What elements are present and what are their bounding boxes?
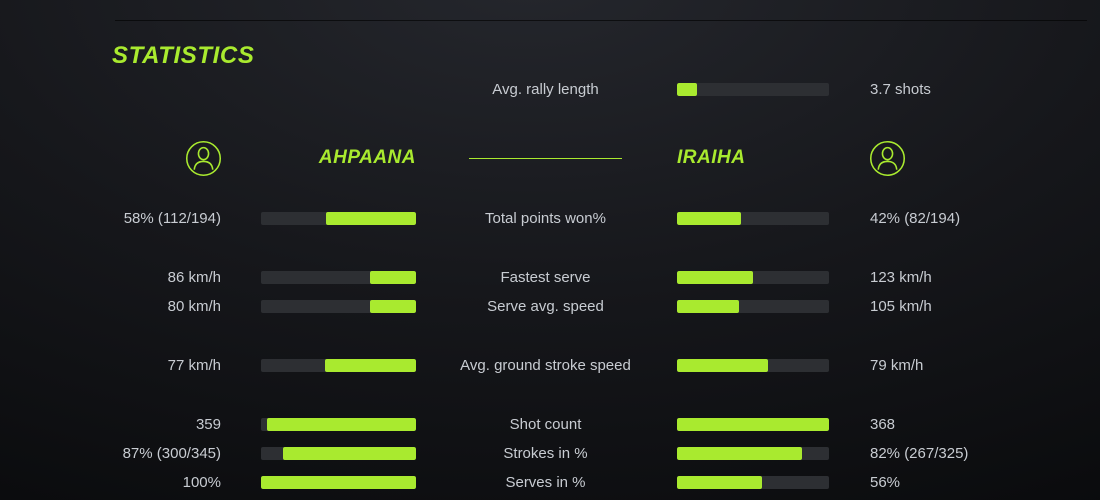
stat-left-bar-fill bbox=[267, 418, 416, 431]
stat-right-value: 42% (82/194) bbox=[870, 210, 961, 227]
stat-label: Avg. ground stroke speed bbox=[460, 357, 631, 374]
stat-left-value: 77 km/h bbox=[167, 357, 221, 374]
stat-label: Shot count bbox=[509, 416, 582, 433]
player-left-name: AHPAANA bbox=[318, 147, 416, 168]
stat-right-value: 123 km/h bbox=[870, 269, 932, 286]
stat-row: 359 Shot count 368 bbox=[0, 410, 1100, 439]
avg-rally-row: Avg. rally length 3.7 shots bbox=[0, 75, 1100, 104]
stat-right-bar bbox=[677, 212, 829, 225]
top-divider bbox=[115, 20, 1087, 21]
stat-right-value: 56% bbox=[870, 474, 901, 491]
stat-left-value: 359 bbox=[195, 416, 221, 433]
stat-left-bar bbox=[261, 418, 416, 431]
stat-label: Total points won% bbox=[485, 210, 606, 227]
stat-left-bar bbox=[261, 300, 416, 313]
stat-right-value: 105 km/h bbox=[870, 298, 932, 315]
stat-left-value: 87% (300/345) bbox=[122, 445, 221, 462]
stat-left-bar-fill bbox=[326, 212, 416, 225]
stat-label: Strokes in % bbox=[503, 445, 588, 462]
stat-label: Serve avg. speed bbox=[487, 298, 604, 315]
stat-left-bar bbox=[261, 447, 416, 460]
person-icon bbox=[869, 140, 906, 177]
stat-right-bar-fill bbox=[677, 418, 829, 431]
names-divider bbox=[469, 157, 622, 159]
page-title: STATISTICS bbox=[112, 42, 255, 69]
stat-right-bar-fill bbox=[677, 271, 753, 284]
stat-left-bar-fill bbox=[261, 476, 416, 489]
stat-right-bar bbox=[677, 271, 829, 284]
stat-row: 58% (112/194) Total points won% 42% (82/… bbox=[0, 204, 1100, 233]
stat-label: Serves in % bbox=[505, 474, 586, 491]
stat-right-bar-fill bbox=[677, 300, 740, 313]
stat-left-bar bbox=[261, 359, 416, 372]
stat-left-bar bbox=[261, 476, 416, 489]
stat-right-bar-fill bbox=[677, 447, 802, 460]
stat-left-bar-fill bbox=[369, 300, 416, 313]
stat-right-value: 368 bbox=[870, 416, 896, 433]
stat-right-bar bbox=[677, 418, 829, 431]
stat-row: 80 km/h Serve avg. speed 105 km/h bbox=[0, 292, 1100, 321]
stat-right-bar bbox=[677, 476, 829, 489]
stat-right-bar-fill bbox=[677, 212, 741, 225]
avg-rally-value: 3.7 shots bbox=[870, 81, 931, 98]
stat-right-bar-fill bbox=[677, 476, 763, 489]
stat-left-value: 100% bbox=[182, 474, 221, 491]
stat-left-bar-fill bbox=[282, 447, 416, 460]
stat-right-bar-fill bbox=[677, 359, 769, 372]
stat-right-value: 82% (267/325) bbox=[870, 445, 969, 462]
stat-left-bar bbox=[261, 271, 416, 284]
avg-rally-bar-fill bbox=[677, 83, 697, 96]
stat-right-bar bbox=[677, 359, 829, 372]
stat-row: 100% Serves in % 56% bbox=[0, 468, 1100, 497]
stat-left-bar-fill bbox=[324, 359, 416, 372]
players-header: AHPAANA IRAIHA bbox=[0, 136, 1100, 180]
stat-right-value: 79 km/h bbox=[870, 357, 924, 374]
stat-right-bar bbox=[677, 447, 829, 460]
avg-rally-label: Avg. rally length bbox=[492, 81, 599, 98]
stat-left-bar-fill bbox=[369, 271, 416, 284]
avg-rally-bar bbox=[677, 83, 829, 96]
stat-label: Fastest serve bbox=[500, 269, 591, 286]
stat-left-bar bbox=[261, 212, 416, 225]
stat-left-value: 80 km/h bbox=[167, 298, 221, 315]
stat-left-value: 58% (112/194) bbox=[123, 210, 221, 227]
player-right-name: IRAIHA bbox=[677, 147, 746, 168]
stat-row: 77 km/h Avg. ground stroke speed 79 km/h bbox=[0, 351, 1100, 380]
stat-left-value: 86 km/h bbox=[167, 269, 221, 286]
stat-right-bar bbox=[677, 300, 829, 313]
stat-row: 86 km/h Fastest serve 123 km/h bbox=[0, 263, 1100, 292]
person-icon bbox=[185, 140, 222, 177]
stat-row: 87% (300/345) Strokes in % 82% (267/325) bbox=[0, 439, 1100, 468]
